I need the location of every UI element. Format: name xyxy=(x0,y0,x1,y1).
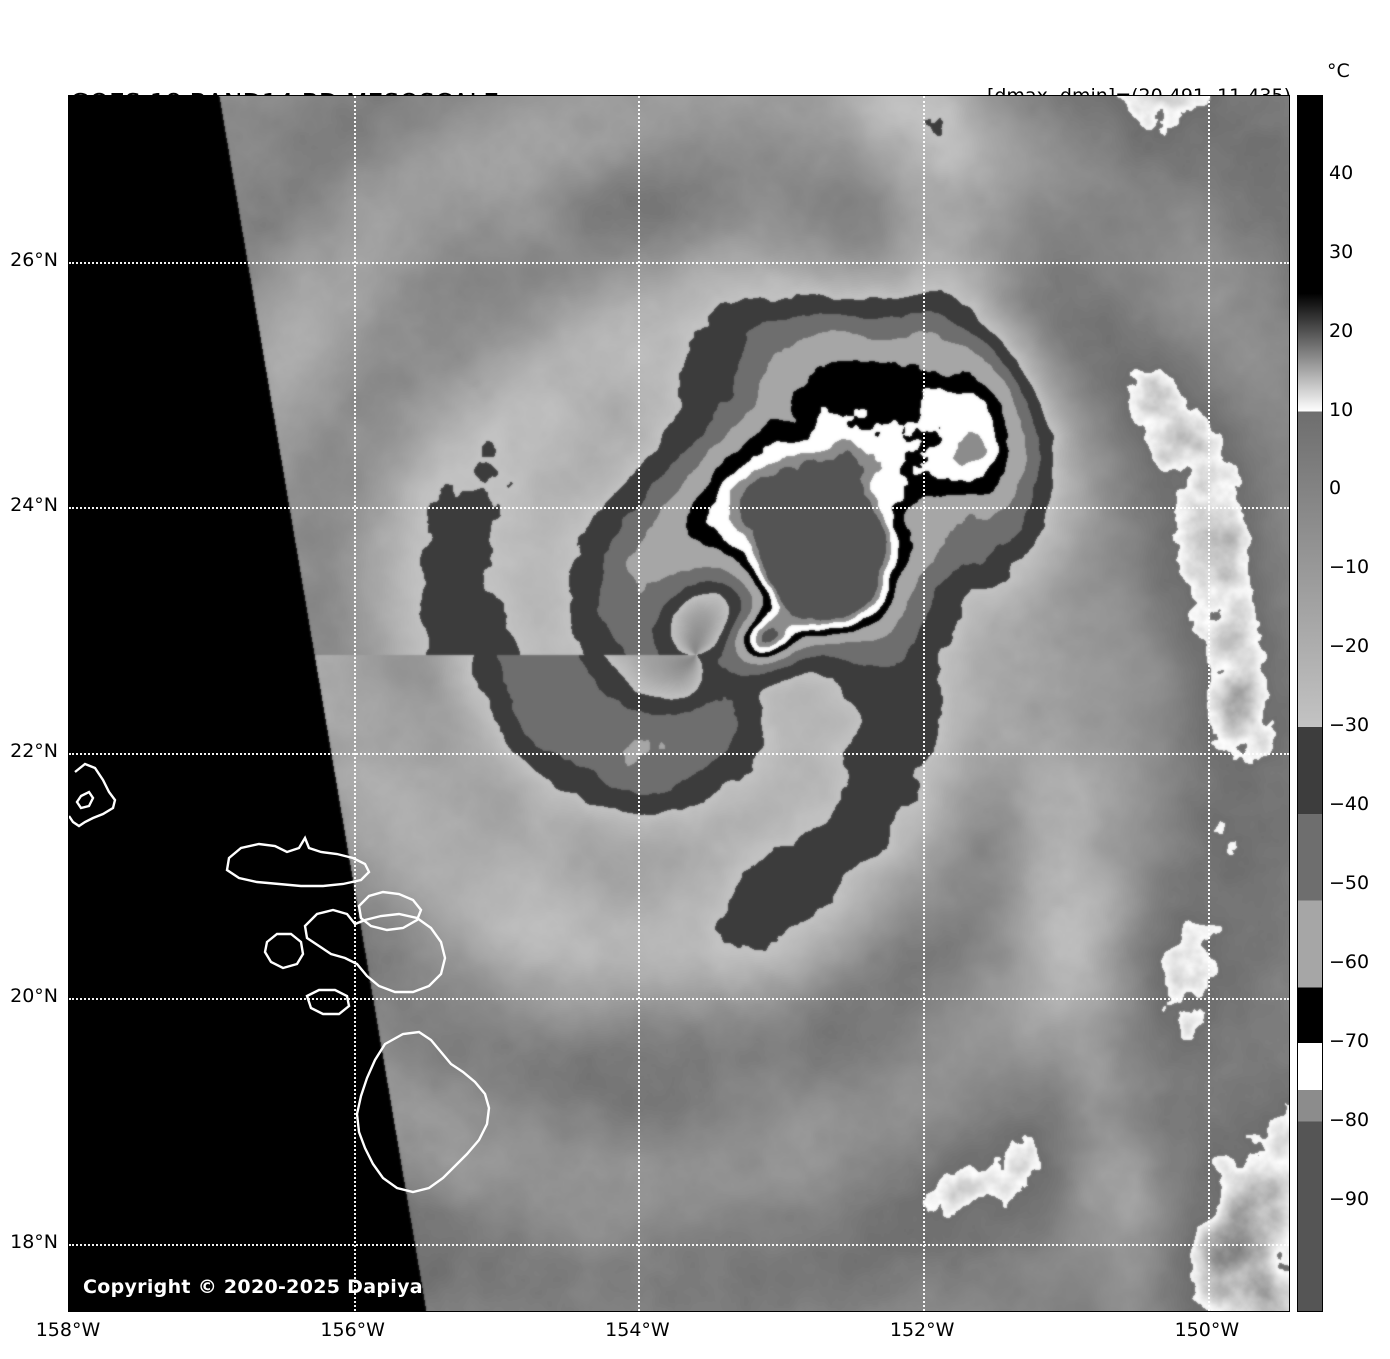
colorbar-tick-label: 30 xyxy=(1329,240,1354,263)
colorbar[interactable] xyxy=(1297,95,1323,1312)
gridline-lon-156 xyxy=(353,96,356,1311)
lon-tick-label: 154°W xyxy=(605,1319,670,1341)
lon-tick-label: 152°W xyxy=(889,1319,955,1341)
colorbar-tick-label: −60 xyxy=(1329,950,1370,973)
colorbar-tick-label: 40 xyxy=(1329,161,1354,184)
gridline-lon-150 xyxy=(1207,96,1210,1311)
colorbar-tick-label: −90 xyxy=(1329,1187,1370,1210)
lat-tick-label: 20°N xyxy=(10,985,58,1008)
island-lanai xyxy=(263,932,305,970)
lat-tick-label: 22°N xyxy=(10,739,58,762)
lon-tick-label: 150°W xyxy=(1174,1319,1240,1341)
satellite-image-canvas xyxy=(69,96,1289,1311)
colorbar-tick-label: −50 xyxy=(1329,871,1370,894)
island-kauai xyxy=(69,762,117,828)
island-kahoolawe xyxy=(305,988,351,1016)
gridline-lon-152 xyxy=(923,96,926,1311)
lon-tick-label: 158°W xyxy=(35,1319,101,1341)
lat-tick-label: 26°N xyxy=(10,248,58,271)
island-molokai xyxy=(357,890,423,932)
gridline-lat-26 xyxy=(69,261,1289,264)
island-niihau xyxy=(75,790,95,810)
colorbar-gradient xyxy=(1298,96,1322,1311)
brightness-temperature-raster xyxy=(69,96,1289,1311)
gridline-lat-18 xyxy=(69,1243,1289,1246)
colorbar-tick-label: 0 xyxy=(1329,477,1342,500)
colorbar-tick-label: −20 xyxy=(1329,635,1370,658)
lon-tick-label: 156°W xyxy=(320,1319,385,1341)
colorbar-tick-label: −70 xyxy=(1329,1029,1370,1052)
lat-tick-label: 18°N xyxy=(10,1230,58,1253)
gridline-lat-24 xyxy=(69,507,1289,510)
coastline-overlay xyxy=(69,762,491,1194)
copyright-notice: Copyright © 2020-2025 Dapiya xyxy=(83,1276,423,1298)
colorbar-tick-label: 10 xyxy=(1329,398,1354,421)
gridline-lat-20 xyxy=(69,998,1289,1001)
colorbar-tick-label: 20 xyxy=(1329,319,1354,342)
colorbar-tick-label: −10 xyxy=(1329,556,1370,579)
island-oahu xyxy=(225,835,371,888)
colorbar-tick-label: −30 xyxy=(1329,714,1370,737)
colorbar-tick-label: −80 xyxy=(1329,1108,1370,1131)
colorbar-unit-label: °C xyxy=(1327,60,1350,82)
gridline-lon-154 xyxy=(638,96,641,1311)
island-maui xyxy=(303,908,447,994)
island-hawaii xyxy=(355,1030,491,1194)
satellite-image-panel[interactable]: Copyright © 2020-2025 Dapiya xyxy=(68,95,1290,1312)
colorbar-tick-label: −40 xyxy=(1329,793,1370,816)
gridline-lat-22 xyxy=(69,752,1289,755)
lat-tick-label: 24°N xyxy=(10,494,58,517)
